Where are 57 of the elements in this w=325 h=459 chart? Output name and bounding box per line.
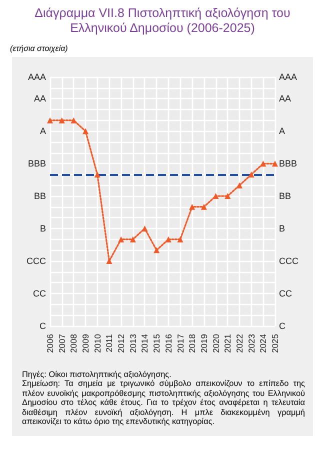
point [260,160,266,167]
category-label: B [279,224,286,234]
x-tick-label: 2015 [152,334,162,353]
category-label: CC [33,288,46,299]
x-tick-label: 2014 [140,334,150,353]
point [248,171,254,178]
category-label: B [40,224,46,234]
point [47,117,53,124]
x-tick-label: 2020 [210,334,221,353]
category-label: BB [34,191,46,202]
point [224,193,231,200]
x-tick-label: 2011 [104,334,114,352]
category-label: C [279,321,286,331]
chart-subtitle: (ετήσια στοιχεία) [10,44,69,53]
x-tick-label: 2025 [270,334,280,353]
point [58,117,65,124]
x-tick-label: 2021 [222,334,233,353]
x-tick-label: 2006 [45,334,55,353]
x-tick-label: 2007 [56,334,67,353]
category-label: CCC [26,256,46,266]
point [272,160,278,167]
x-tick-label: 2017 [175,334,186,353]
category-label: AAA [28,72,46,82]
category-label: A [40,126,46,136]
chart-title: Διάγραμμα VII.8 Πιστοληπτική αξιολόγηση του Ελληνικού Δημοσίου (2006-2025) [34,5,292,36]
point [130,236,136,242]
point [94,171,100,178]
point [177,236,184,242]
category-label: BBB [28,158,46,169]
x-tick-label: 2008 [68,334,79,353]
category-label: AA [34,94,46,104]
x-tick-label: 2016 [163,334,174,353]
x-tick-label: 2012 [116,334,126,353]
category-label: AAA [279,72,298,82]
x-tick-label: 2013 [128,334,138,353]
point [154,247,160,254]
point [118,236,124,242]
point [200,204,207,210]
text: Σημείωση: Τα σημεία με τριγωνικό σύμβολο απεικονίζουν το επίπεδο της πλέον ευνοϊκής μακροπρόθεσμης πιστοληπτικής αξιολόγησης του Ελληνικού Δημοσίου στο τέλος κάθε έτους. Για το τρέχον έτος αναφέρεται η τελευταία διαθέσιμη πλέον ευνοϊκή αξιολόγηση. Η μπλε διακεκομμένη γραμμή απεικονίζει το κάτω όριο της επενδυτικής κατηγορίας. [22,379,305,426]
x-tick-label: 2022 [234,334,244,353]
x-tick-label: 2010 [92,334,102,353]
category-label: BB [279,191,292,202]
text: Πηγές: Οίκοι πιστοληπτικής αξιολόγησης. [22,370,172,380]
x-tick-label: 2018 [187,334,198,353]
point [189,204,196,210]
category-label: C [40,321,46,331]
category-label: BBB [279,158,298,169]
x-tick-label: 2019 [198,334,209,353]
category-label: CCC [279,256,298,266]
category-label: A [279,126,286,136]
point [165,236,172,242]
category-label: AA [279,94,292,104]
point [82,128,89,134]
x-tick-label: 2009 [80,334,91,353]
x-tick-label: 2024 [258,334,268,353]
x-tick-label: 2023 [246,334,256,353]
category-label: CC [279,288,292,299]
